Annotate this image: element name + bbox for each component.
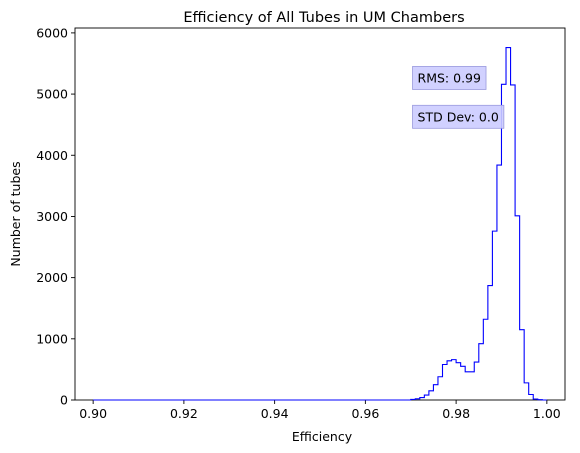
plot-area [74, 27, 566, 401]
y-tick-label: 3000 [36, 209, 68, 224]
x-tick-label: 0.90 [79, 406, 107, 421]
chart-title: Efficiency of All Tubes in UM Chambers [183, 10, 464, 26]
x-tick-label: 0.96 [351, 406, 379, 421]
y-tick-label: 0 [60, 393, 68, 408]
annotation-text: RMS: 0.99 [418, 70, 481, 85]
y-axis: 0 1000 2000 3000 4000 5000 6000 [36, 25, 75, 408]
annotation-box: RMS: 0.99 [412, 66, 487, 90]
y-axis-label: Number of tubes [8, 161, 23, 266]
y-tick-label: 6000 [36, 25, 68, 40]
histogram-step-line [93, 47, 547, 401]
y-tick-label: 5000 [36, 87, 68, 102]
x-axis-label: Efficiency [292, 429, 353, 444]
annotation-background [412, 66, 487, 90]
x-tick-label: 1.00 [533, 406, 561, 421]
annotations: RMS: 0.99 STD Dev: 0.0 [412, 66, 505, 129]
x-tick-label: 0.98 [442, 406, 470, 421]
y-tick-label: 2000 [36, 270, 68, 285]
annotation-background [412, 104, 505, 129]
x-axis: 0.90 0.92 0.94 0.96 0.98 1.00 [79, 400, 561, 421]
plot-frame [74, 27, 566, 401]
histogram-series [93, 47, 547, 401]
y-tick-label: 1000 [36, 331, 68, 346]
y-tick-label: 4000 [36, 148, 68, 163]
annotation-text: STD Dev: 0.0 [418, 109, 499, 124]
x-tick-label: 0.94 [261, 406, 289, 421]
x-tick-label: 0.92 [170, 406, 198, 421]
annotation-box: STD Dev: 0.0 [412, 104, 505, 129]
